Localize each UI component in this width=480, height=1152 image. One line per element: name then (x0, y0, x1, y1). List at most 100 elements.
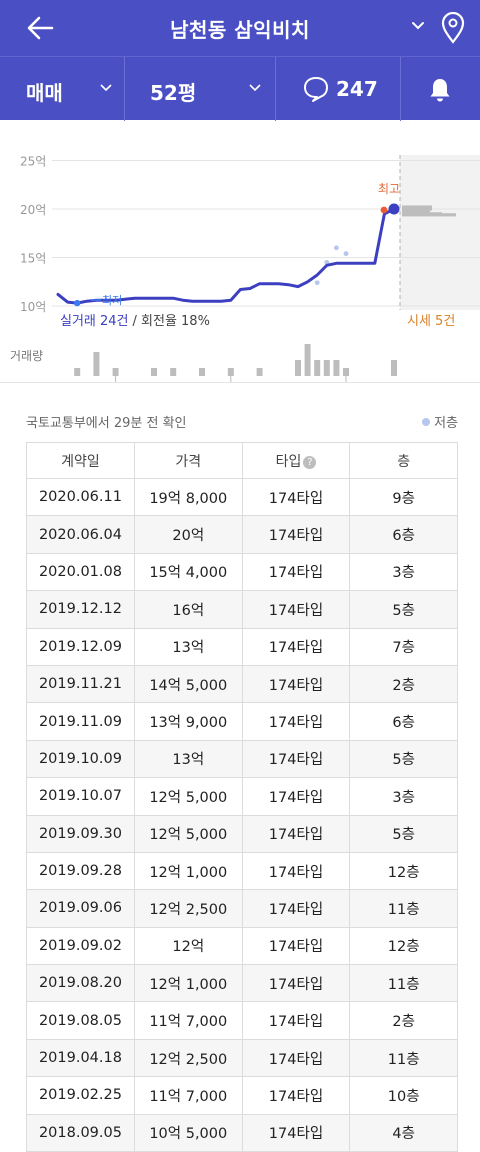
cell-floor: 3층 (349, 777, 458, 816)
cell-type: 174타입 (241, 739, 351, 779)
table-row[interactable]: 2019.04.18 12억 2,500 174타입 11층 (26, 1038, 458, 1078)
table-row[interactable]: 2019.02.25 11억 7,000 174타입 10층 (26, 1076, 458, 1115)
table-row[interactable]: 2019.09.06 12억 2,500 174타입 11층 (26, 889, 458, 928)
cell-floor: 2층 (349, 664, 458, 704)
cell-floor: 2층 (349, 1001, 458, 1040)
cell-floor: 5층 (349, 739, 458, 779)
cell-floor: 5층 (349, 590, 458, 629)
table-row[interactable]: 2018.09.05 10억 5,000 174타입 4층 (26, 1113, 458, 1152)
cell-floor: 6층 (349, 702, 458, 741)
cell-price: 12억 2,500 (133, 1038, 243, 1078)
cell-floor: 10층 (349, 1076, 458, 1115)
table-row[interactable]: 2019.09.30 12억 5,000 174타입 5층 (26, 814, 458, 853)
notification-button[interactable] (401, 57, 480, 121)
cell-floor: 11층 (349, 889, 458, 928)
cell-date: 2019.02.25 (26, 1076, 135, 1115)
cell-floor: 4층 (349, 1113, 458, 1152)
map-pin-icon[interactable] (440, 12, 466, 44)
table-row[interactable]: 2019.11.21 14억 5,000 174타입 2층 (26, 664, 458, 704)
table-row[interactable]: 2019.11.09 13억 9,000 174타입 6층 (26, 702, 458, 741)
header-price: 가격 (133, 442, 243, 479)
cell-date: 2019.11.21 (26, 664, 135, 704)
cell-price: 11억 7,000 (133, 1076, 243, 1115)
volume-bar (391, 360, 397, 376)
cell-floor: 7층 (349, 627, 458, 666)
table-row[interactable]: 2019.10.07 12억 5,000 174타입 3층 (26, 777, 458, 816)
chevron-down-icon[interactable] (410, 18, 426, 34)
comments-button[interactable]: 247 (276, 57, 400, 121)
cell-floor: 6층 (349, 515, 458, 554)
table-row[interactable]: 2019.08.05 11억 7,000 174타입 2층 (26, 1001, 458, 1040)
cell-date: 2019.12.09 (26, 627, 135, 666)
summary-label: 실거래 24건 / 회전율 18% (60, 314, 210, 329)
divider (275, 57, 276, 121)
filter-bar: 매매 52평 247 (0, 56, 480, 121)
trade-type-dropdown[interactable]: 매매 (0, 57, 124, 121)
table-row[interactable]: 2019.12.09 13억 174타입 7층 (26, 627, 458, 666)
header-type: 타입? (241, 442, 351, 479)
cell-price: 12억 5,000 (133, 814, 243, 853)
trade-type-label: 매매 (26, 81, 63, 105)
table-row[interactable]: 2020.06.11 19억 8,000 174타입 9층 (26, 477, 458, 517)
volume-bar (74, 368, 81, 376)
cell-type: 174타입 (241, 926, 351, 966)
cell-date: 2020.06.04 (26, 515, 135, 554)
cell-date: 2019.08.20 (26, 964, 135, 1003)
legend-dot (422, 418, 431, 426)
area-label: 52평 (150, 81, 197, 105)
volume-bar (343, 368, 349, 376)
market-price-area (400, 155, 480, 310)
cell-type: 174타입 (241, 1001, 351, 1040)
table-row[interactable]: 2019.09.02 12억 174타입 12층 (26, 926, 458, 966)
table-row[interactable]: 2019.12.12 16억 174타입 5층 (26, 590, 458, 629)
volume-bar (256, 368, 263, 376)
market-bar (402, 210, 430, 214)
arrow-left-icon[interactable] (22, 10, 62, 46)
volume-bar (314, 360, 321, 376)
volume-bar (323, 360, 330, 376)
volume-bar (304, 344, 311, 376)
cell-date: 2019.09.02 (26, 926, 135, 966)
cell-floor: 11층 (349, 1038, 458, 1078)
cell-date: 2019.10.07 (26, 777, 135, 816)
cell-date: 2020.06.11 (26, 477, 135, 517)
cell-price: 12억 5,000 (133, 777, 243, 816)
cell-price: 13억 (133, 739, 243, 779)
area-dropdown[interactable]: 52평 (125, 57, 275, 121)
cell-date: 2018.09.05 (26, 1113, 135, 1152)
cell-type: 174타입 (241, 1038, 351, 1078)
volume-bar (199, 368, 205, 376)
cell-floor: 9층 (349, 477, 458, 517)
table-row[interactable]: 2020.06.04 20억 174타입 6층 (26, 515, 458, 554)
table-row[interactable]: 2019.09.28 12억 1,000 174타입 12층 (26, 851, 458, 891)
volume-bar (227, 368, 234, 376)
cell-date: 2019.04.18 (26, 1038, 135, 1078)
cell-floor: 12층 (349, 851, 458, 891)
header-type-label: 타입 (275, 453, 302, 470)
chevron-down-icon (249, 84, 261, 92)
speech-bubble-icon (304, 77, 328, 102)
cell-type: 174타입 (241, 889, 351, 928)
cell-type: 174타입 (241, 1076, 351, 1115)
market-count-label: 시세 5건 (407, 314, 455, 329)
cell-price: 20억 (133, 515, 243, 554)
price-chart[interactable]: 25억 20억 15억 10억 최저 최고 실거래 24건 / 회전율 18% 시세 5… (0, 120, 480, 382)
cell-price: 12억 1,000 (133, 851, 243, 891)
market-bar (402, 205, 432, 209)
cell-date: 2019.12.12 (26, 590, 135, 629)
cell-type: 174타입 (241, 590, 351, 629)
cell-type: 174타입 (241, 627, 351, 666)
latest-point[interactable] (388, 203, 400, 215)
help-icon[interactable]: ? (303, 455, 317, 469)
price-line (56, 207, 396, 305)
table-row[interactable]: 2019.10.09 13억 174타입 5층 (26, 739, 458, 779)
table-row[interactable]: 2020.01.08 15억 4,000 174타입 3층 (26, 552, 458, 592)
cell-price: 12억 (133, 926, 243, 966)
cell-type: 174타입 (241, 777, 351, 816)
legend-high-floor: 저층 (422, 412, 458, 431)
table-row[interactable]: 2019.08.20 12억 1,000 174타입 11층 (26, 964, 458, 1003)
page-title[interactable]: 남천동 삼익비치 (170, 18, 310, 42)
transaction-table: 계약일 가격 타입? 층 2020.06.11 19억 8,000 174타입 9층 2… (26, 442, 458, 1152)
volume-label: 거래량 (10, 349, 43, 363)
min-label: 최저 (102, 294, 122, 307)
